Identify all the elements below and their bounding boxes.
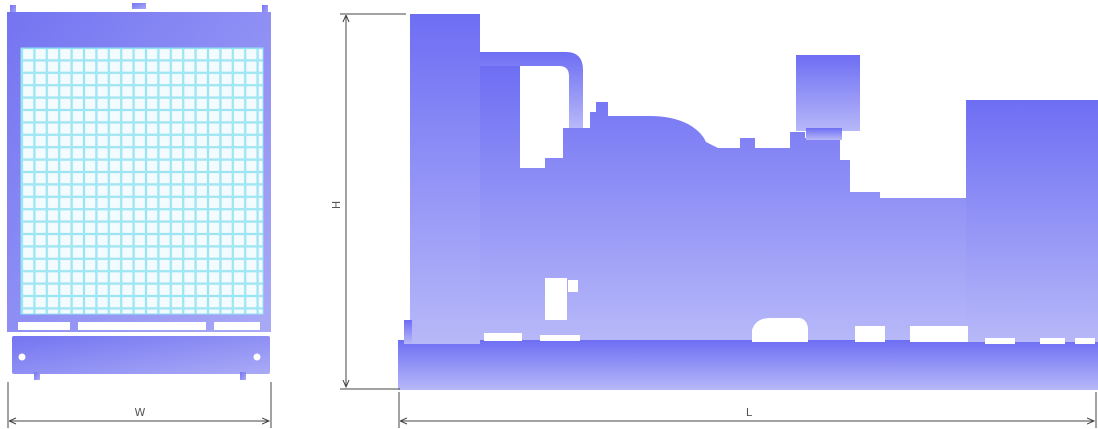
front-base-skid: [12, 336, 270, 374]
front-skid-hole-left: [18, 353, 26, 361]
front-top-eye: [132, 3, 146, 9]
width-dimension: W: [7, 382, 272, 428]
alternator-housing: [966, 100, 1098, 342]
engine-cutout: [545, 278, 567, 320]
height-dimension: H: [330, 13, 406, 390]
width-label: W: [135, 406, 146, 419]
length-dimension: L: [398, 392, 1097, 428]
engine-cutout-small: [568, 280, 578, 292]
front-top-lug-right: [262, 5, 268, 15]
front-skid-foot-right: [240, 372, 246, 380]
air-filter-box: [796, 55, 860, 131]
height-label: H: [330, 201, 343, 209]
intake-pipe: [480, 52, 583, 128]
base-cutout: [540, 335, 580, 341]
front-skid-foot-left: [34, 372, 40, 380]
radiator-side-flange: [404, 320, 412, 344]
front-frame-gap: [214, 322, 260, 330]
front-frame-gap: [18, 322, 70, 330]
engine-body: [480, 66, 968, 340]
front-top-lug-left: [10, 5, 16, 15]
base-frame: [398, 340, 1098, 390]
base-cutout: [1075, 338, 1095, 344]
mount-cutout: [752, 318, 808, 342]
radiator-block: [410, 14, 480, 344]
base-cutout: [484, 333, 522, 341]
front-view: [7, 3, 271, 380]
base-cutout: [1040, 338, 1065, 344]
side-view: [398, 14, 1098, 390]
front-frame-gap: [78, 322, 206, 330]
front-skid-hole-right: [253, 353, 261, 361]
base-cutout: [855, 326, 885, 342]
radiator-grille: [20, 47, 264, 315]
base-cutout: [985, 338, 1015, 344]
length-label: L: [746, 406, 753, 419]
base-cutout: [910, 326, 968, 342]
air-filter-stem: [806, 128, 842, 140]
